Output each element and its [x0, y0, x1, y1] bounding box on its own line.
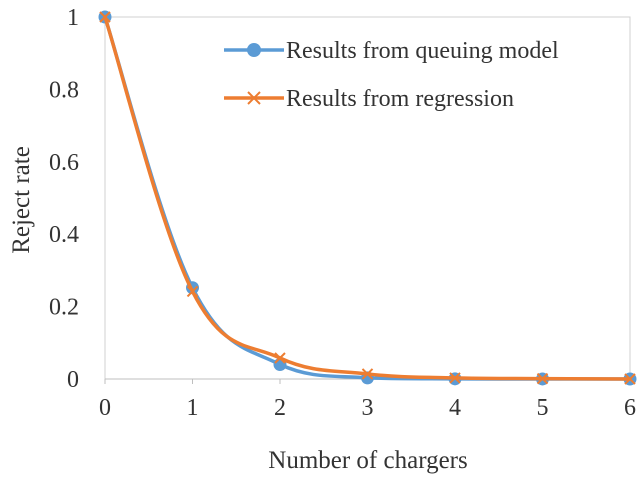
data-point	[186, 285, 199, 298]
y-tick-label: 1	[67, 5, 79, 31]
data-point	[361, 368, 374, 380]
y-tick-label: 0.2	[49, 295, 79, 321]
x-tick-label: 3	[362, 395, 374, 421]
x-tick-label: 5	[537, 395, 549, 421]
x-tick-label: 2	[274, 395, 286, 421]
series-queuing-model	[98, 10, 637, 386]
series-line	[103, 15, 632, 381]
plot-area	[104, 16, 631, 380]
data-point	[449, 372, 461, 384]
legend-marker	[247, 43, 261, 57]
legend-item: Results from queuing model	[224, 38, 559, 64]
data-point	[99, 11, 111, 23]
data-point	[536, 372, 549, 385]
data-point	[624, 373, 636, 385]
y-tick-label: 0.8	[49, 77, 79, 103]
x-tick-label: 0	[99, 395, 111, 421]
legend: Results from queuing model Results from r…	[224, 38, 559, 112]
y-axis-title: Reject rate	[8, 146, 35, 254]
x-tick-label: 1	[187, 395, 199, 421]
plot-frame	[104, 16, 631, 380]
x-tick-label: 6	[624, 395, 636, 421]
legend-item: Results from regression	[224, 86, 514, 112]
y-tick-label: 0	[67, 367, 79, 393]
legend-marker	[247, 91, 261, 105]
y-tick-labels: 0 0.2 0.4 0.6 0.8 1	[49, 5, 79, 393]
series-line	[103, 15, 632, 381]
data-point	[274, 352, 286, 364]
legend-label: Results from regression	[286, 86, 514, 112]
x-tick-label: 4	[449, 395, 461, 421]
y-tick-label: 0.6	[49, 150, 79, 176]
x-axis-title: Number of chargers	[268, 447, 467, 474]
series-regression	[99, 11, 636, 385]
y-tick-label: 0.4	[49, 222, 79, 248]
x-tick-labels: 0 1 2 3 4 5 6	[99, 395, 636, 421]
series-layer	[98, 10, 637, 386]
legend-label: Results from queuing model	[286, 38, 559, 64]
